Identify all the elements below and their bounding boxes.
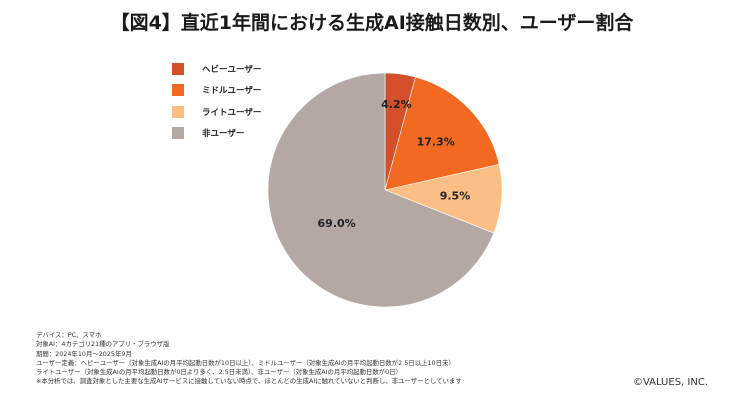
- slice-label-light: 9.5%: [440, 190, 471, 203]
- legend: ヘビーユーザー ミドルユーザー ライトユーザー 非ユーザー: [172, 58, 261, 144]
- note-analysis: ※本分析では、調査対象とした主要な生成AIサービスに接触していない時点で、ほとん…: [36, 377, 462, 386]
- legend-label-heavy: ヘビーユーザー: [202, 64, 262, 75]
- legend-item-non: 非ユーザー: [172, 123, 261, 145]
- legend-swatch-heavy: [172, 62, 184, 75]
- copyright: ©VALUES, INC.: [632, 377, 708, 388]
- chart-title: 【図4】直近1年間における生成AI接触日数別、ユーザー割合: [110, 12, 634, 34]
- note-period: 期間：2024年10月〜2025年9月: [36, 349, 132, 358]
- note-device: デバイス：PC、スマホ: [36, 331, 102, 339]
- legend-label-non: 非ユーザー: [202, 129, 245, 140]
- legend-item-light: ライトユーザー: [172, 101, 261, 123]
- legend-label-light: ライトユーザー: [202, 107, 262, 118]
- pie-slice-non: [267, 72, 495, 308]
- legend-swatch-light: [172, 105, 184, 118]
- legend-label-middle: ミドルユーザー: [202, 86, 262, 97]
- pie-slice-middle: [384, 76, 500, 191]
- legend-swatch-non: [172, 127, 184, 140]
- legend-item-middle: ミドルユーザー: [172, 80, 261, 102]
- footnotes: デバイス：PC、スマホ 対象AI：4カテゴリ21種のアプリ・ブラウザ版 期間：2…: [36, 331, 596, 387]
- note-target-ai: 対象AI：4カテゴリ21種のアプリ・ブラウザ版: [36, 340, 170, 349]
- legend-item-heavy: ヘビーユーザー: [172, 58, 261, 80]
- slice-label-non: 69.0%: [318, 217, 356, 230]
- legend-swatch-middle: [172, 84, 184, 97]
- note-user-definition-cont: ライトユーザー（対象生成AIの月平均起動日数が0日より多く、2.5日未満）、非ユ…: [36, 368, 402, 377]
- slice-label-heavy: 4.2%: [381, 98, 412, 111]
- slice-label-middle: 17.3%: [417, 135, 455, 148]
- note-user-definition: ユーザー定義：ヘビーユーザー（対象生成AIの月平均起動日数が10日以上）、ミドル…: [36, 358, 455, 367]
